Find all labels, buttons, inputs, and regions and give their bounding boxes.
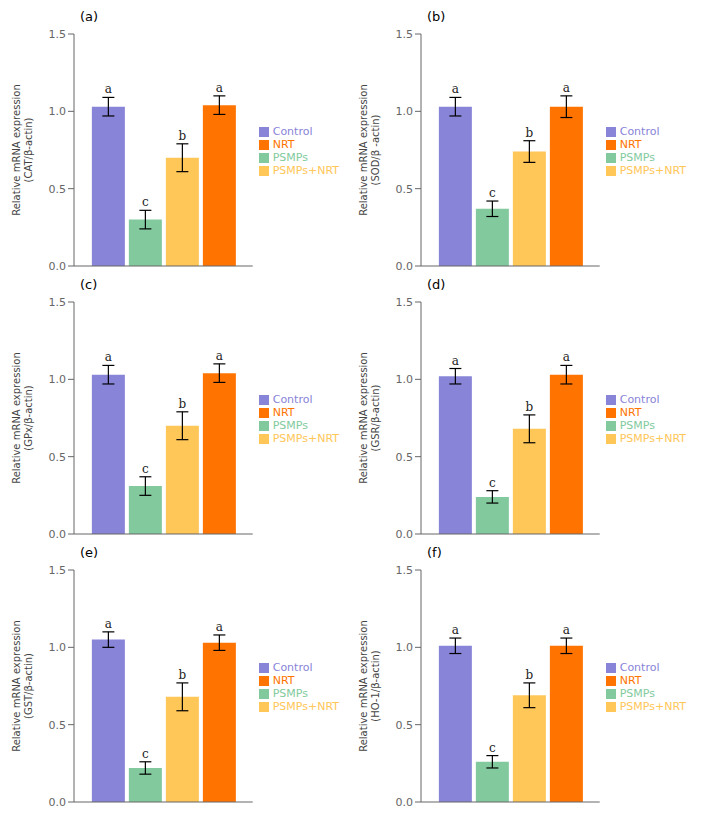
html-text:NRT: NRT xyxy=(619,138,642,151)
svg-text:Relative mRNA expression(SOD/β: Relative mRNA expression(SOD/β -actin) xyxy=(358,84,381,216)
html-text:PSMPs: PSMPs xyxy=(272,419,308,432)
svg-text:0.5: 0.5 xyxy=(396,183,414,196)
html-text:PSMPs+NRT: PSMPs+NRT xyxy=(272,432,339,445)
html-text:PSMPs+NRT: PSMPs+NRT xyxy=(272,164,339,177)
html-text:NRT: NRT xyxy=(272,406,295,419)
svg-text:a: a xyxy=(216,349,223,363)
svg-text:a: a xyxy=(105,350,112,364)
svg-text:a: a xyxy=(105,82,112,96)
svg-text:Relative mRNA expression(CAT/β: Relative mRNA expression(CAT/β-actin) xyxy=(11,84,34,216)
svg-text:Relative mRNA expression(GPx/β: Relative mRNA expression(GPx/β-actin) xyxy=(11,352,34,484)
html-text:PSMPs: PSMPs xyxy=(272,687,308,700)
svg-text:a: a xyxy=(452,82,459,96)
svg-text:a: a xyxy=(452,623,459,637)
svg-text:1.0: 1.0 xyxy=(396,105,414,118)
html-text:(c): (c) xyxy=(80,277,98,292)
html-text:Control: Control xyxy=(619,125,660,138)
svg-text:0.0: 0.0 xyxy=(49,796,67,809)
html-text:(e): (e) xyxy=(80,545,99,560)
svg-text:a: a xyxy=(216,81,223,95)
svg-text:0.5: 0.5 xyxy=(49,183,67,196)
svg-text:1.0: 1.0 xyxy=(396,373,414,386)
html-text:NRT: NRT xyxy=(272,674,295,687)
svg-text:b: b xyxy=(179,129,187,143)
html-text:Control: Control xyxy=(272,393,313,406)
svg-text:0.0: 0.0 xyxy=(396,528,414,541)
svg-text:1.5: 1.5 xyxy=(49,296,67,309)
svg-text:1.5: 1.5 xyxy=(49,564,67,577)
svg-text:0.5: 0.5 xyxy=(396,451,414,464)
svg-text:b: b xyxy=(526,400,534,414)
svg-text:b: b xyxy=(526,668,534,682)
svg-text:b: b xyxy=(179,397,187,411)
html-text:(d): (d) xyxy=(427,277,446,292)
svg-text:0.0: 0.0 xyxy=(49,528,67,541)
svg-text:a: a xyxy=(563,81,570,95)
svg-text:Relative mRNA expression(GST/β: Relative mRNA expression(GST/β-actin) xyxy=(11,620,34,752)
svg-text:0.0: 0.0 xyxy=(49,260,67,273)
html-text:PSMPs+NRT: PSMPs+NRT xyxy=(272,700,339,713)
svg-text:1.5: 1.5 xyxy=(396,296,414,309)
html-text:PSMPs+NRT: PSMPs+NRT xyxy=(619,700,686,713)
html-text:Control: Control xyxy=(272,661,313,674)
svg-text:1.0: 1.0 xyxy=(49,641,67,654)
svg-text:1.0: 1.0 xyxy=(396,641,414,654)
svg-text:c: c xyxy=(142,195,149,209)
svg-text:c: c xyxy=(489,741,496,755)
html-text:NRT: NRT xyxy=(619,674,642,687)
svg-text:1.5: 1.5 xyxy=(396,28,414,41)
svg-text:c: c xyxy=(489,476,496,490)
svg-text:0.0: 0.0 xyxy=(396,260,414,273)
svg-text:0.5: 0.5 xyxy=(49,451,67,464)
svg-text:0.5: 0.5 xyxy=(396,719,414,732)
html-text:NRT: NRT xyxy=(272,138,295,151)
html-text:PSMPs+NRT: PSMPs+NRT xyxy=(619,432,686,445)
svg-text:1.5: 1.5 xyxy=(396,564,414,577)
svg-text:0.5: 0.5 xyxy=(49,719,67,732)
svg-text:a: a xyxy=(563,350,570,364)
svg-text:1.0: 1.0 xyxy=(49,105,67,118)
svg-text:Relative mRNA expression(HO-1/: Relative mRNA expression(HO-1/β-actin) xyxy=(358,620,381,752)
svg-text:c: c xyxy=(489,186,496,200)
html-text:PSMPs+NRT: PSMPs+NRT xyxy=(619,164,686,177)
svg-text:b: b xyxy=(179,668,187,682)
html-text:(a): (a) xyxy=(80,9,99,24)
html-text:PSMPs: PSMPs xyxy=(619,687,655,700)
html-text:Control: Control xyxy=(272,125,313,138)
html-text:Control: Control xyxy=(619,393,660,406)
svg-text:a: a xyxy=(105,617,112,631)
html-text:PSMPs: PSMPs xyxy=(619,151,655,164)
svg-text:c: c xyxy=(142,747,149,761)
svg-text:c: c xyxy=(142,462,149,476)
html-text:Control: Control xyxy=(619,661,660,674)
html-text:(f): (f) xyxy=(427,545,442,560)
html-text:NRT: NRT xyxy=(619,406,642,419)
svg-text:Relative mRNA expression(GSR/β: Relative mRNA expression(GSR/β-actin) xyxy=(358,352,381,484)
svg-text:0.0: 0.0 xyxy=(396,796,414,809)
svg-text:a: a xyxy=(563,623,570,637)
html-text:PSMPs: PSMPs xyxy=(619,419,655,432)
svg-text:1.0: 1.0 xyxy=(49,373,67,386)
html-text:PSMPs: PSMPs xyxy=(272,151,308,164)
svg-text:b: b xyxy=(526,126,534,140)
svg-text:1.5: 1.5 xyxy=(49,28,67,41)
svg-text:a: a xyxy=(452,354,459,368)
svg-text:a: a xyxy=(216,620,223,634)
html-text:(b): (b) xyxy=(427,9,446,24)
